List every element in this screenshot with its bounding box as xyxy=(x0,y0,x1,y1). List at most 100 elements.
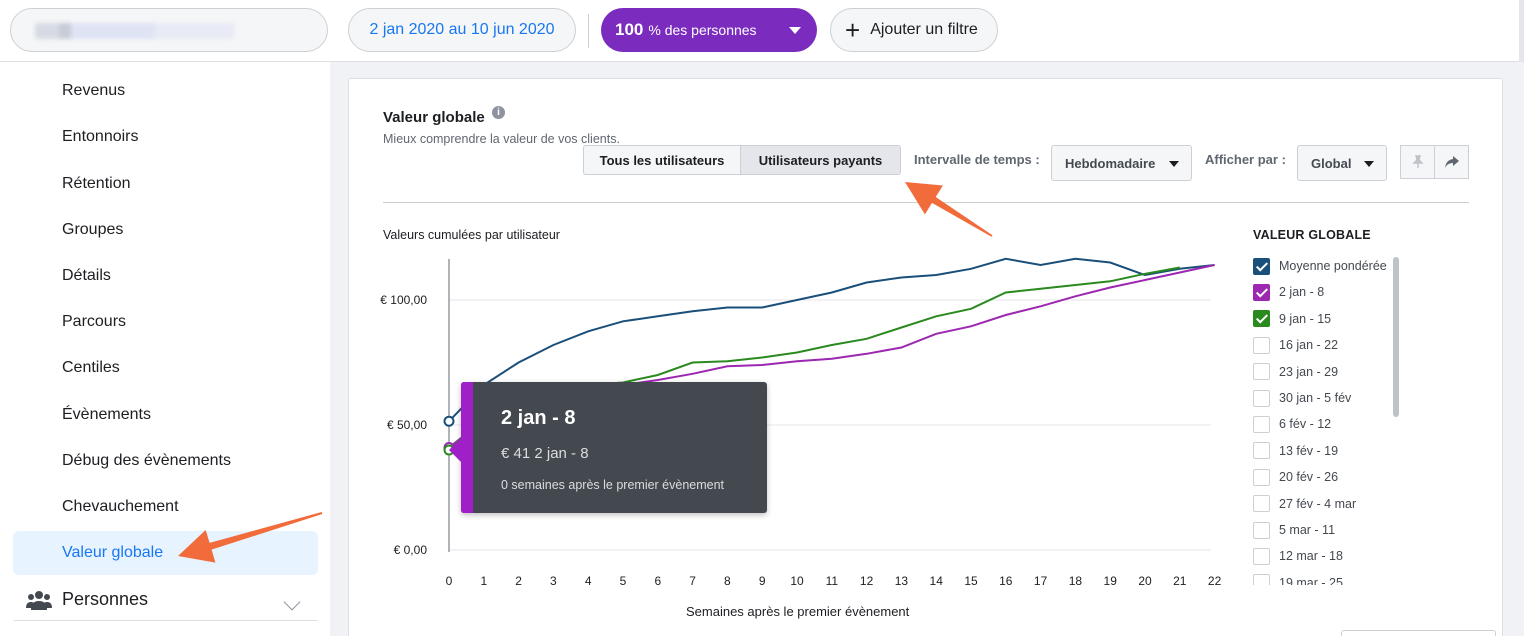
sidebar-item-valeur-globale[interactable]: Valeur globale xyxy=(62,544,164,561)
tab-paying-users[interactable]: Utilisateurs payants xyxy=(741,145,901,175)
x-tick-label: 21 xyxy=(1173,574,1187,588)
x-tick-label: 15 xyxy=(964,574,978,588)
legend-checkbox[interactable] xyxy=(1253,310,1270,328)
legend-checkbox[interactable] xyxy=(1253,495,1270,513)
legend-label: 23 jan - 29 xyxy=(1279,364,1339,379)
display-by-dropdown[interactable]: Global xyxy=(1297,145,1387,181)
date-range-label: 2 jan 2020 au 10 jun 2020 xyxy=(369,21,555,38)
legend-checkbox[interactable] xyxy=(1253,283,1270,301)
legend-label: 19 mar - 25 xyxy=(1279,575,1343,585)
legend-checkbox[interactable] xyxy=(1253,389,1270,407)
legend-item[interactable]: 6 fév - 12 xyxy=(1253,415,1331,433)
x-tick-label: 17 xyxy=(1034,574,1048,588)
y-tick-label: € 100,00 xyxy=(380,293,427,307)
tab-all-users[interactable]: Tous les utilisateurs xyxy=(583,145,741,175)
share-icon xyxy=(1444,156,1459,168)
people-icon xyxy=(26,590,52,610)
sidebar-item-centiles[interactable]: Centiles xyxy=(62,359,120,376)
info-icon[interactable]: i xyxy=(492,106,505,119)
scrollbar-edge xyxy=(1519,0,1524,62)
tooltip-note: 0 semaines après le premier évènement xyxy=(501,478,725,492)
legend-checkbox[interactable] xyxy=(1253,336,1270,354)
legend-item[interactable]: 2 jan - 8 xyxy=(1253,283,1324,301)
x-tick-label: 11 xyxy=(826,574,839,588)
tooltip-color-bar xyxy=(461,382,473,513)
legend-checkbox[interactable] xyxy=(1253,547,1270,565)
caret-down-icon xyxy=(789,27,801,34)
sidebar-item-revenus[interactable]: Revenus xyxy=(62,82,126,99)
percent-label: % des personnes xyxy=(648,22,757,38)
sidebar-item-retention[interactable]: Rétention xyxy=(62,175,131,192)
x-tick-label: 3 xyxy=(550,574,557,588)
sidebar-item-chevauchement[interactable]: Chevauchement xyxy=(62,498,179,515)
x-tick-label: 12 xyxy=(860,574,874,588)
x-tick-label: 0 xyxy=(446,574,453,588)
pin-button[interactable] xyxy=(1400,145,1435,179)
series-line xyxy=(448,257,1215,422)
percent-value: 100 xyxy=(615,20,644,39)
legend-item[interactable]: 9 jan - 15 xyxy=(1253,310,1331,328)
legend-item[interactable]: 16 jan - 22 xyxy=(1253,336,1338,354)
x-tick-label: 14 xyxy=(930,574,944,588)
interval-value: Hebdomadaire xyxy=(1065,155,1156,171)
add-filter-button[interactable]: + Ajouter un filtre xyxy=(830,8,998,52)
legend-item[interactable]: 20 fév - 26 xyxy=(1253,468,1338,486)
lifetime-value-card: Valeur globale i Mieux comprendre la val… xyxy=(348,78,1503,636)
blurred-text xyxy=(35,23,235,39)
legend-label: 6 fév - 12 xyxy=(1279,417,1332,432)
legend-title: VALEUR GLOBALE xyxy=(1253,228,1371,242)
legend-checkbox[interactable] xyxy=(1253,574,1270,585)
legend-checkbox[interactable] xyxy=(1253,442,1270,460)
sidebar-item-debug[interactable]: Débug des évènements xyxy=(62,452,231,469)
legend-label: 5 mar - 11 xyxy=(1279,523,1336,537)
tooltip-pointer xyxy=(449,438,461,462)
x-axis-label: Semaines après le premier évènement xyxy=(686,604,910,619)
caret-down-icon xyxy=(1169,161,1179,167)
sidebar-item-entonnoirs[interactable]: Entonnoirs xyxy=(62,128,139,145)
legend-item[interactable]: 13 fév - 19 xyxy=(1253,442,1338,460)
share-button[interactable] xyxy=(1434,145,1469,179)
interval-dropdown[interactable]: Hebdomadaire xyxy=(1051,145,1192,181)
segment-selector-blurred[interactable] xyxy=(10,8,328,52)
legend-item[interactable]: 27 fév - 4 mar xyxy=(1253,495,1356,513)
chart-tooltip: 2 jan - 8 € 41 2 jan - 8 0 semaines aprè… xyxy=(449,382,767,513)
legend-item[interactable]: 19 mar - 25 xyxy=(1253,574,1343,585)
display-by-label: Afficher par : xyxy=(1205,152,1286,167)
display-value: Global xyxy=(1311,155,1352,171)
x-tick-label: 9 xyxy=(759,574,766,588)
x-tick-label: 5 xyxy=(620,574,627,588)
date-range-picker[interactable]: 2 jan 2020 au 10 jun 2020 xyxy=(348,8,576,52)
card-title: Valeur globale xyxy=(383,109,485,126)
sidebar-item-groupes[interactable]: Groupes xyxy=(62,221,124,238)
x-tick-label: 8 xyxy=(724,574,731,588)
legend-checkbox[interactable] xyxy=(1253,257,1270,275)
legend-checkbox[interactable] xyxy=(1253,468,1270,486)
legend-scrollbar[interactable] xyxy=(1393,257,1399,417)
sidebar-item-evenements[interactable]: Évènements xyxy=(62,406,151,423)
people-percent-dropdown[interactable]: 100 % des personnes xyxy=(601,8,817,52)
legend-label: 9 jan - 15 xyxy=(1279,311,1332,326)
active-nav-highlight xyxy=(13,531,318,575)
data-point xyxy=(443,415,455,427)
sidebar-item-details[interactable]: Détails xyxy=(62,267,111,284)
legend-checkbox[interactable] xyxy=(1253,415,1270,433)
x-tick-label: 19 xyxy=(1104,574,1118,588)
top-filter-bar: 2 jan 2020 au 10 jun 2020 100 % des pers… xyxy=(0,0,1524,62)
legend-label: 12 mar - 18 xyxy=(1279,549,1343,564)
legend-label: Moyenne pondérée xyxy=(1279,259,1387,273)
legend-checkbox[interactable] xyxy=(1253,521,1270,539)
add-filter-label: Ajouter un filtre xyxy=(870,21,978,38)
bottom-button[interactable] xyxy=(1341,630,1496,636)
legend-item[interactable]: 5 mar - 11 xyxy=(1253,521,1335,539)
sidebar-section-personnes[interactable]: Personnes xyxy=(26,589,148,610)
legend-item[interactable]: Moyenne pondérée xyxy=(1253,257,1387,275)
plus-icon: + xyxy=(845,15,861,45)
legend-checkbox[interactable] xyxy=(1253,363,1270,381)
legend-item[interactable]: 23 jan - 29 xyxy=(1253,363,1338,381)
legend-item[interactable]: 12 mar - 18 xyxy=(1253,547,1343,565)
x-tick-label: 20 xyxy=(1138,574,1152,588)
legend-label: 2 jan - 8 xyxy=(1279,285,1325,300)
legend-item[interactable]: 30 jan - 5 fév xyxy=(1253,389,1351,407)
sidebar-item-parcours[interactable]: Parcours xyxy=(62,313,127,330)
